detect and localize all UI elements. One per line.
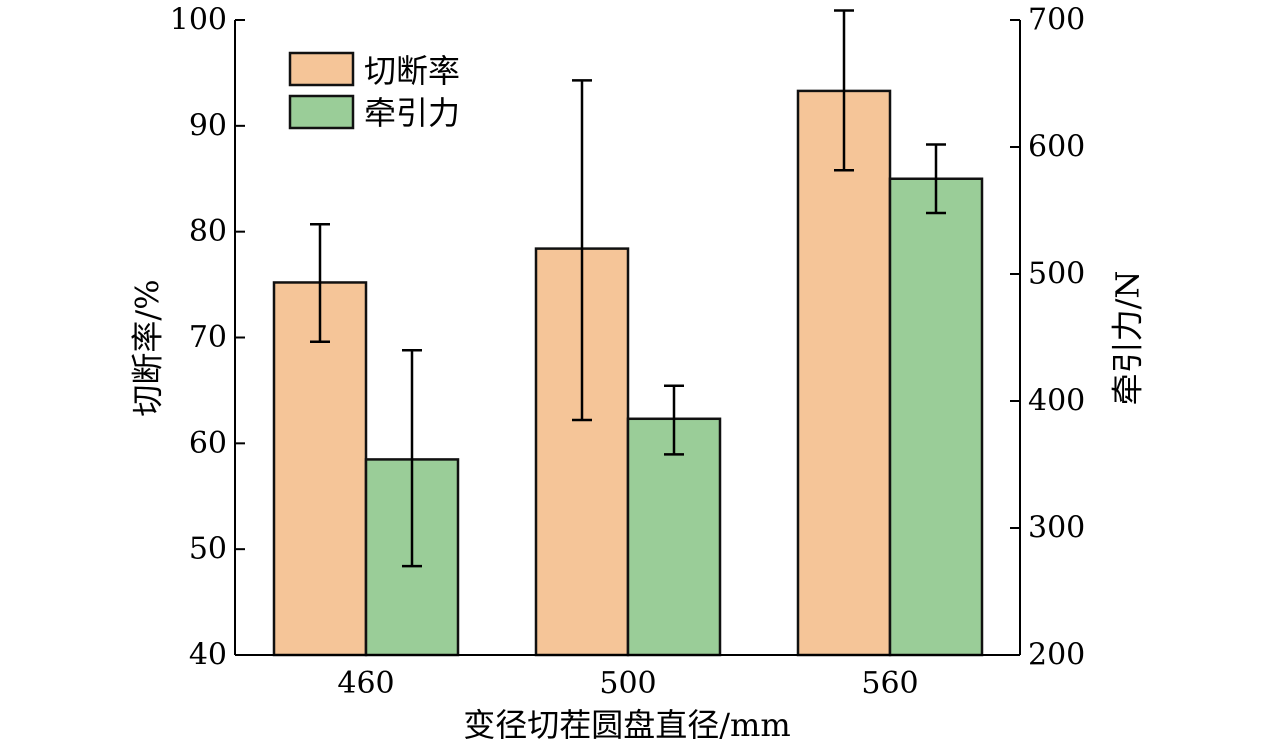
x-tick-label: 560 [861, 666, 918, 701]
bar-cut-rate-560 [796, 89, 892, 657]
bars-layer [272, 89, 984, 657]
left-tick-label: 50 [189, 532, 227, 567]
error-bar-cut-rate-500 [572, 79, 592, 422]
x-tick-label: 460 [337, 666, 394, 701]
error-bar-cut-rate-560 [834, 9, 854, 172]
legend-swatch-traction [288, 94, 355, 130]
right-y-axis-label: 牵引力/N [1109, 271, 1147, 406]
left-tick-label: 70 [189, 320, 227, 355]
legend-swatch-cut-rate [288, 51, 355, 87]
error-bar-traction-560 [926, 143, 946, 215]
right-tick-label: 400 [1028, 384, 1085, 419]
legend-label-traction: 牵引力 [364, 94, 460, 132]
x-tick-label: 500 [599, 666, 656, 701]
right-tick-label: 200 [1028, 638, 1085, 673]
left-tick-label: 80 [189, 214, 227, 249]
left-tick-label: 90 [189, 108, 227, 143]
left-y-axis-label: 切断率/% [129, 279, 167, 416]
error-bar-traction-500 [664, 384, 684, 456]
error-bar-cut-rate-460 [310, 223, 330, 343]
legend-label-cut-rate: 切断率 [364, 52, 460, 90]
bar-traction-560 [888, 177, 984, 657]
left-tick-label: 60 [189, 426, 227, 461]
error-bar-traction-460 [402, 348, 422, 568]
bar-traction-500 [626, 417, 722, 657]
right-tick-label: 600 [1028, 130, 1085, 165]
bar-cut-rate-460 [272, 281, 368, 657]
left-tick-label: 100 [170, 3, 227, 38]
error-bars-layer [310, 9, 946, 568]
right-tick-label: 300 [1028, 511, 1085, 546]
right-tick-label: 500 [1028, 257, 1085, 292]
x-axis-label: 变径切茬圆盘直径/mm [463, 706, 790, 744]
ticks-layer: 40 50 60 70 80 90 100 200 300 400 500 600 700 460 500 5… [170, 3, 1086, 702]
left-tick-label: 40 [189, 638, 227, 673]
legend: 切断率 牵引力 [288, 51, 460, 132]
right-tick-label: 700 [1028, 3, 1085, 38]
